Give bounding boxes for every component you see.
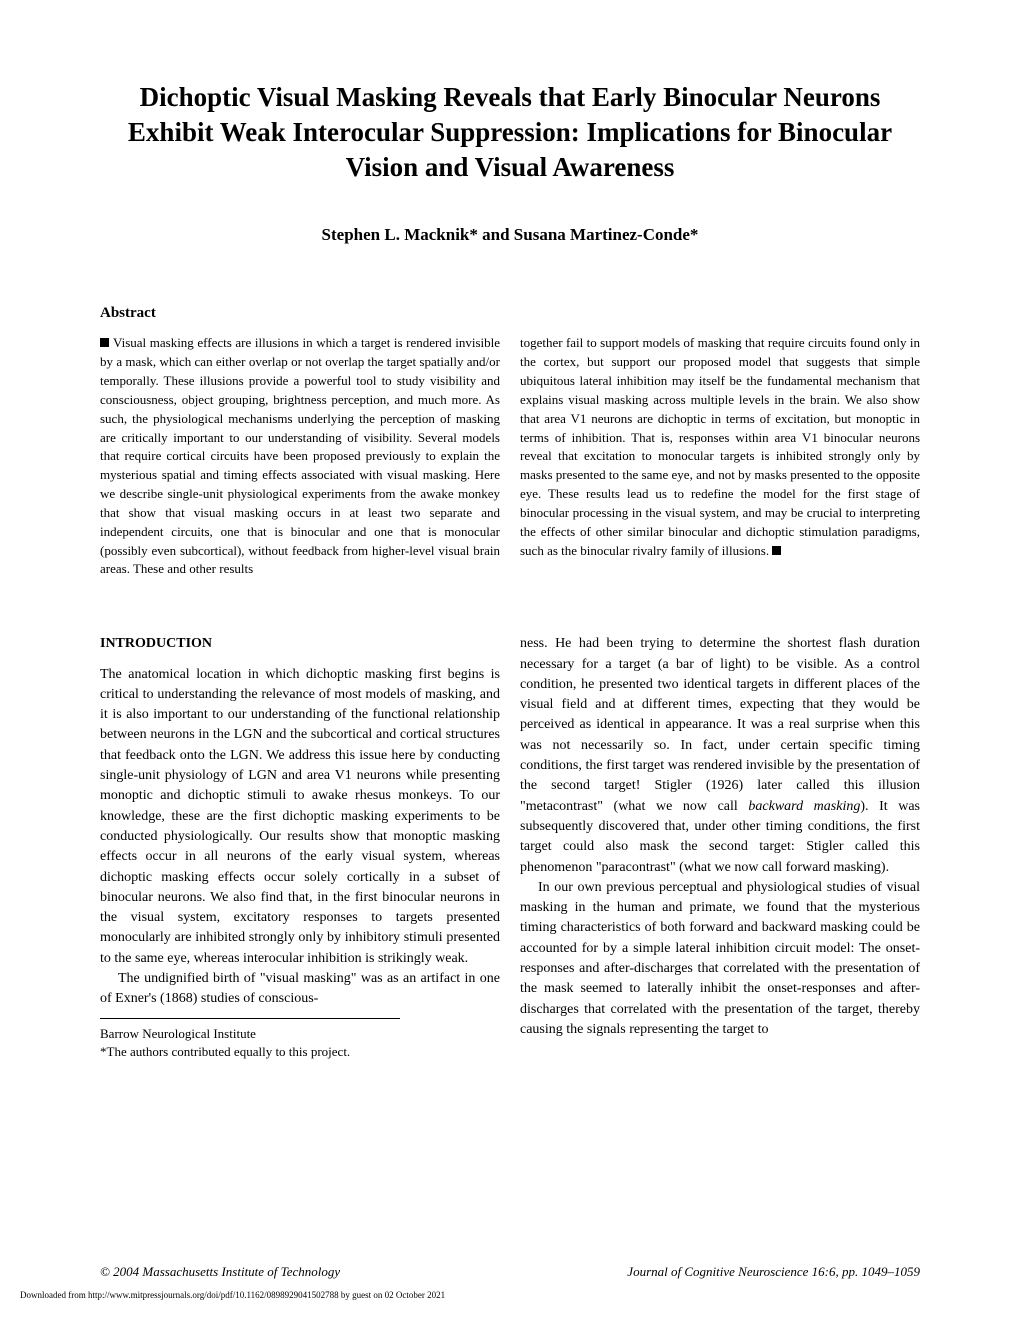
intro-paragraph-1: The anatomical location in which dichopt…: [100, 665, 500, 969]
download-note: Downloaded from http://www.mitpressjourn…: [20, 1290, 445, 1300]
abstract-start-marker: [100, 338, 109, 347]
abstract-heading: Abstract: [100, 305, 920, 322]
intro-paragraph-2: The undignified birth of "visual masking…: [100, 969, 500, 1010]
article-title: Dichoptic Visual Masking Reveals that Ea…: [100, 80, 920, 185]
introduction-heading: INTRODUCTION: [100, 634, 500, 654]
abstract-column-right: together fail to support models of maski…: [520, 334, 920, 579]
body-column-left: INTRODUCTION The anatomical location in …: [100, 634, 500, 1061]
abstract-column-left: Visual masking effects are illusions in …: [100, 334, 500, 579]
intro-paragraph-3: ness. He had been trying to determine th…: [520, 634, 920, 878]
affiliation-note: *The authors contributed equally to this…: [100, 1043, 500, 1061]
intro-italic-term: backward masking: [748, 799, 860, 814]
abstract-text-left: Visual masking effects are illusions in …: [100, 335, 500, 576]
intro-paragraph-4: In our own previous perceptual and physi…: [520, 878, 920, 1040]
abstract-section: Visual masking effects are illusions in …: [100, 334, 920, 579]
authors: Stephen L. Macknik* and Susana Martinez-…: [100, 225, 920, 245]
affiliation-divider: [100, 1018, 400, 1019]
intro-p3-start: ness. He had been trying to determine th…: [520, 636, 920, 813]
body-column-right: ness. He had been trying to determine th…: [520, 634, 920, 1061]
body-section: INTRODUCTION The anatomical location in …: [100, 634, 920, 1061]
journal-citation: Journal of Cognitive Neuroscience 16:6, …: [627, 1264, 920, 1280]
affiliation-institute: Barrow Neurological Institute: [100, 1025, 500, 1043]
page-footer: © 2004 Massachusetts Institute of Techno…: [100, 1264, 920, 1280]
copyright-text: © 2004 Massachusetts Institute of Techno…: [100, 1264, 340, 1280]
abstract-end-marker: [772, 546, 781, 555]
abstract-text-right: together fail to support models of maski…: [520, 335, 920, 557]
